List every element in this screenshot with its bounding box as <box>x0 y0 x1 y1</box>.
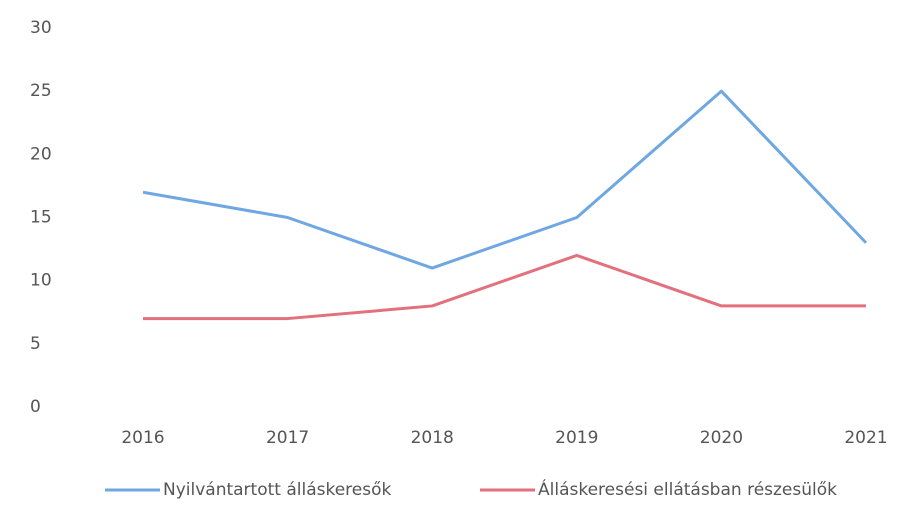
x-tick-label: 2020 <box>700 428 743 448</box>
x-tick-label: 2018 <box>411 428 454 448</box>
line-series <box>142 89 868 270</box>
line-series <box>143 253 866 321</box>
x-tick-label: 2016 <box>121 428 164 448</box>
y-tick-label: 10 <box>30 271 52 291</box>
legend-label: Nyilvántartott álláskeresők <box>163 480 392 500</box>
x-tick-label: 2021 <box>844 428 887 448</box>
y-tick-label: 30 <box>30 18 52 38</box>
x-tick-label: 2017 <box>266 428 309 448</box>
y-tick-label: 25 <box>30 81 52 101</box>
x-tick-label: 2019 <box>555 428 598 448</box>
y-tick-label: 20 <box>30 144 52 164</box>
legend-label: Álláskeresési ellátásban részesülők <box>538 478 837 500</box>
y-tick-label: 0 <box>30 397 41 417</box>
y-tick-label: 15 <box>30 208 52 228</box>
y-tick-label: 5 <box>30 334 41 354</box>
